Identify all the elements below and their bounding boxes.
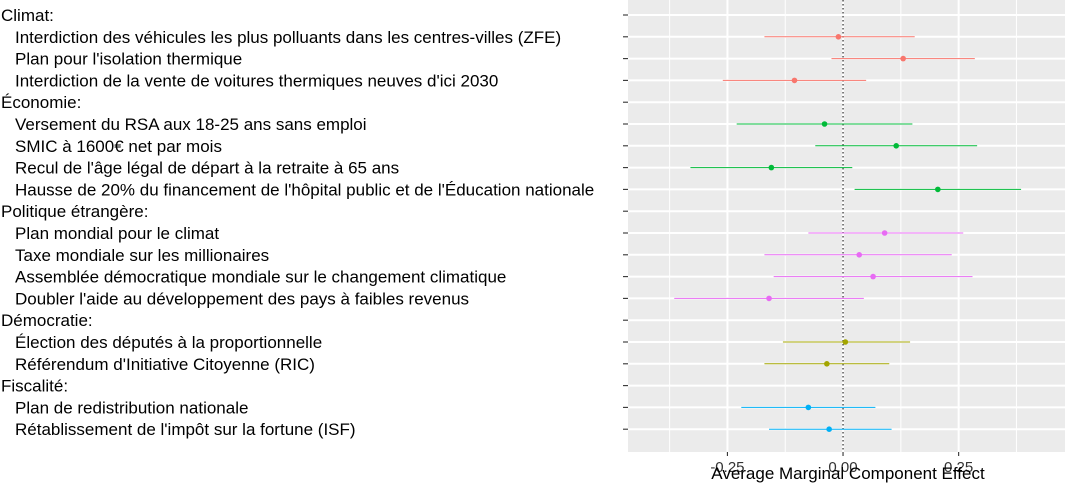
estimate-point (824, 361, 830, 367)
row-label: Rétablissement de l'impôt sur la fortune… (15, 420, 356, 439)
group-label: Fiscalité: (1, 377, 68, 396)
estimate-point (881, 230, 888, 236)
estimate-point (826, 426, 832, 433)
row-label: Recul de l'âge légal de départ à la retr… (15, 159, 399, 178)
x-tick-label: -0.25 (710, 459, 744, 476)
row-label: Assemblée démocratique mondiale sur le c… (15, 268, 506, 287)
row-label: Doubler l'aide au développement des pays… (15, 289, 469, 308)
row-label: Taxe mondiale sur les millionaires (15, 246, 269, 265)
group-label: Climat: (1, 6, 54, 25)
x-tick-label: 0.00 (828, 459, 857, 476)
row-label: Interdiction des véhicules les plus poll… (15, 28, 561, 47)
estimate-point (835, 34, 842, 40)
estimate-point (768, 164, 775, 171)
estimate-marks (674, 34, 1022, 433)
estimate-point (870, 273, 876, 280)
x-tick-label: 0.25 (944, 459, 973, 476)
estimate-point (893, 143, 900, 149)
group-label: Politique étrangère: (1, 202, 148, 221)
estimate-point (805, 404, 812, 411)
row-label: Élection des députés à la proportionnell… (15, 333, 322, 352)
row-label: Hausse de 20% du financement de l'hôpita… (15, 180, 594, 199)
row-label: Plan de redistribution nationale (15, 398, 248, 417)
row-label: Interdiction de la vente de voitures the… (15, 71, 498, 90)
estimate-point (856, 252, 863, 258)
estimate-point (842, 339, 849, 345)
x-axis-title: Average Marginal Component Effect (711, 464, 985, 483)
estimate-point (900, 55, 906, 62)
estimate-point (821, 121, 828, 127)
x-axis: -0.25 0.00 0.25 (710, 452, 973, 476)
y-axis-ticks (623, 14, 628, 430)
estimate-point (766, 295, 772, 302)
row-label: Versement du RSA aux 18-25 ans sans empl… (15, 115, 367, 134)
row-label: Plan pour l'isolation thermique (15, 50, 242, 69)
row-label: Référendum d'Initiative Citoyenne (RIC) (15, 355, 315, 374)
row-label: SMIC à 1600€ net par mois (15, 137, 222, 156)
y-axis-labels: Climat: Interdiction des véhicules les pl… (1, 6, 594, 439)
estimate-point (935, 186, 941, 193)
group-label: Économie: (1, 93, 81, 112)
panel-background (628, 0, 1065, 452)
row-label: Plan mondial pour le climat (15, 224, 219, 243)
group-label: Démocratie: (1, 311, 93, 330)
estimate-point (791, 77, 798, 84)
